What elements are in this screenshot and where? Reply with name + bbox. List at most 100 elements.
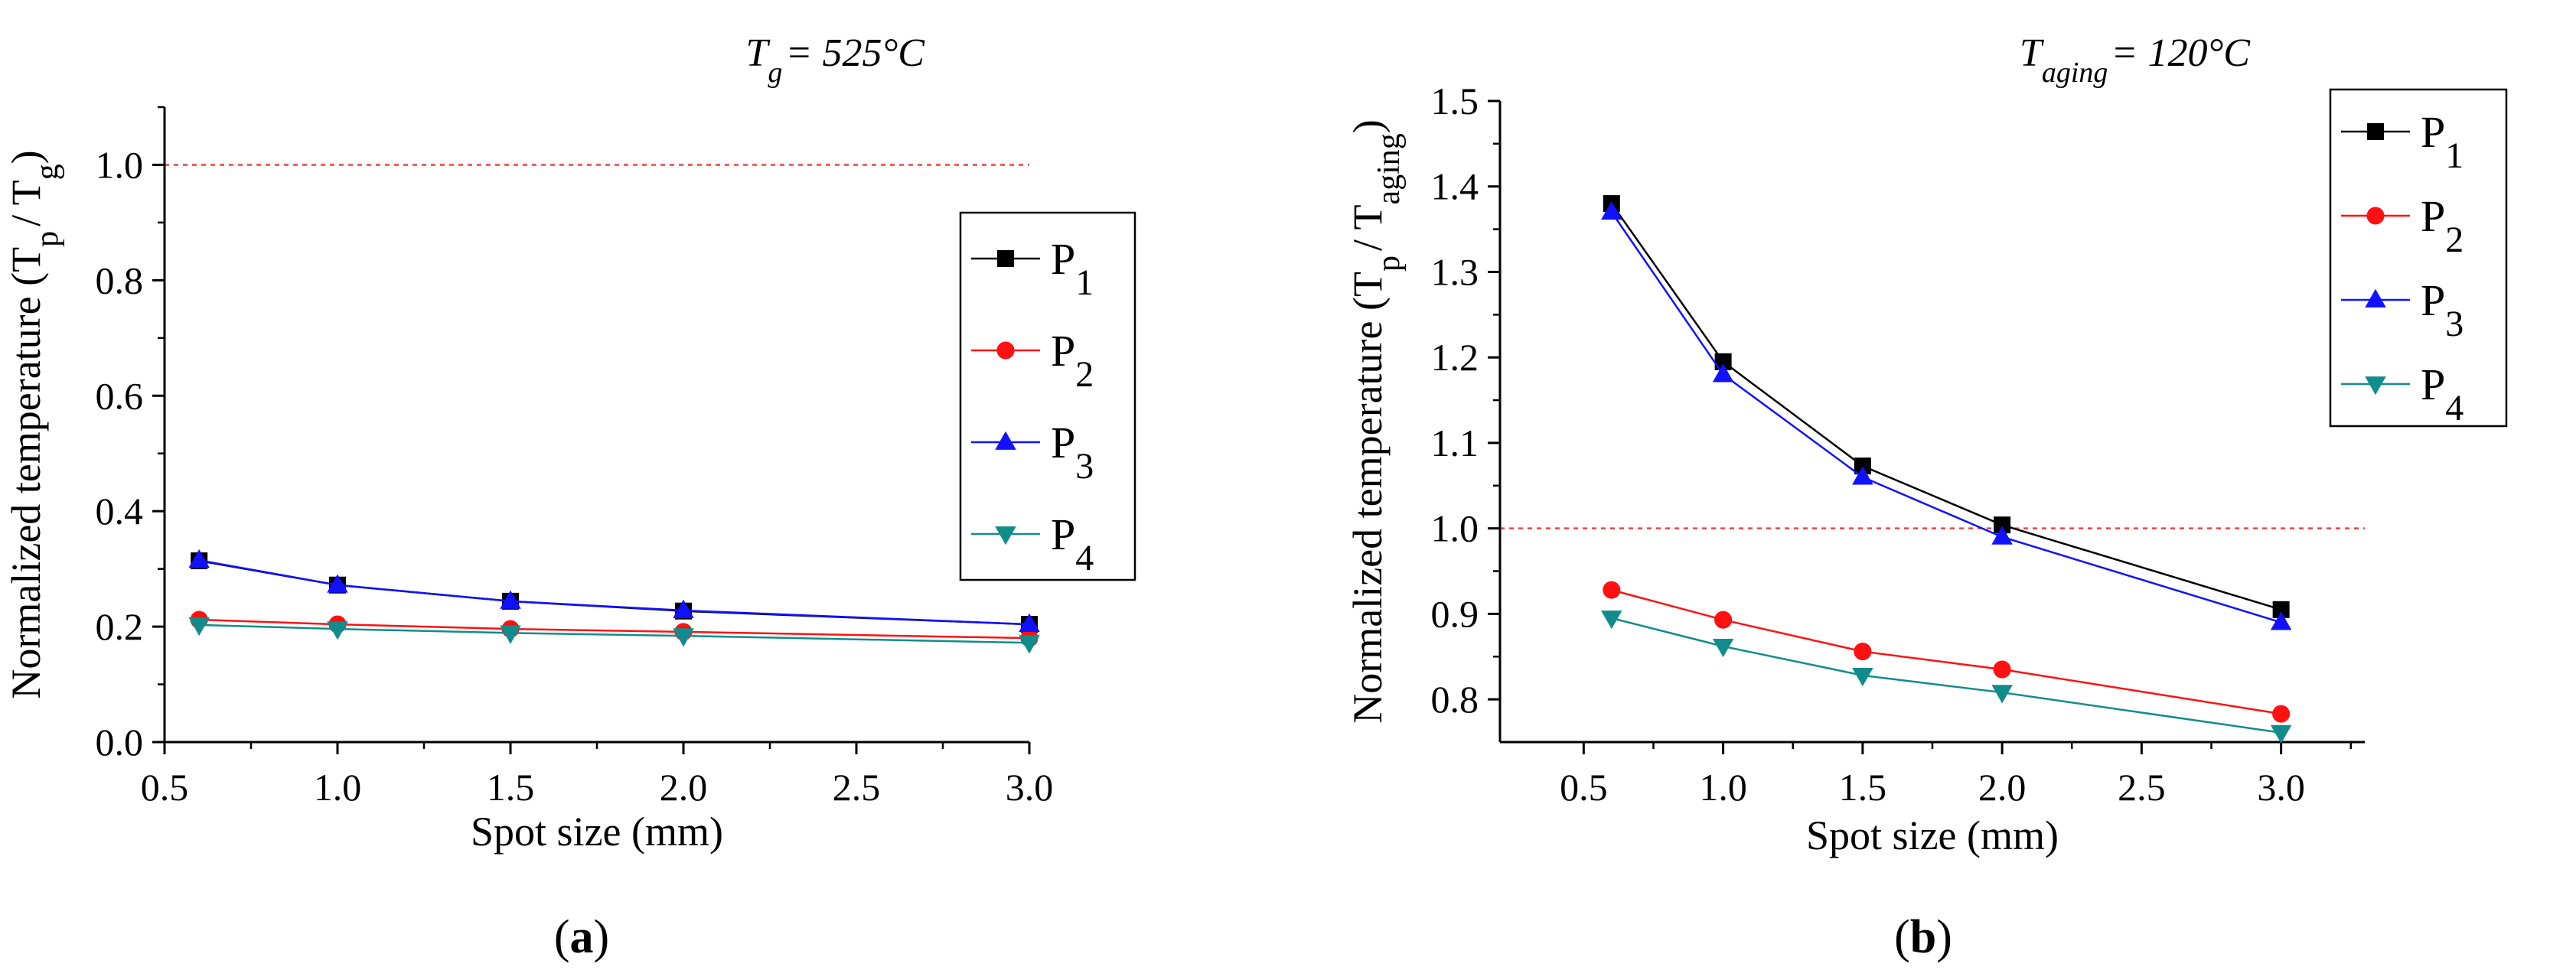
data-point (1601, 200, 1622, 220)
data-point (188, 549, 210, 568)
data-point (1712, 363, 1734, 383)
y-tick-label: 0.0 (96, 721, 144, 763)
y-tick-label: 1.5 (1431, 80, 1479, 122)
y-tick-label: 1.0 (96, 143, 144, 186)
data-point (1852, 466, 1873, 485)
legend-entry: P4 (2341, 360, 2464, 428)
series-p2 (1603, 581, 2291, 723)
legend-marker (2365, 288, 2386, 308)
data-point (1603, 581, 1621, 599)
data-point (188, 617, 210, 637)
y-tick-label: 0.6 (96, 374, 144, 417)
data-point (327, 574, 348, 593)
data-point (500, 590, 521, 609)
legend-marker (995, 431, 1016, 450)
data-point (1991, 685, 2013, 704)
y-tick-label: 0.8 (1431, 678, 1479, 721)
series-line (198, 559, 1030, 626)
legend-label: P2 (2421, 191, 2464, 260)
x-tick-label: 2.5 (2118, 766, 2166, 809)
series-p3 (188, 549, 1040, 632)
legend-marker (2365, 376, 2386, 396)
legend-marker (2367, 123, 2384, 140)
x-tick-label: 2.0 (1978, 766, 2027, 809)
series-line (1610, 211, 2282, 623)
y-tick-label: 1.3 (1431, 250, 1479, 293)
x-tick-label: 1.5 (1839, 766, 1887, 809)
x-tick-label: 0.5 (1560, 766, 1608, 809)
x-tick-label: 0.5 (141, 766, 189, 809)
legend-marker (2366, 207, 2385, 225)
series-line (199, 623, 1030, 644)
legend-box (2329, 88, 2508, 428)
legend-marker (995, 526, 1016, 545)
panel-label: (a) (554, 911, 609, 963)
legend: P1 P2 P3 P4 (2329, 88, 2508, 428)
data-point (2272, 601, 2290, 618)
x-tick-label: 2.5 (833, 766, 881, 809)
data-point (2270, 611, 2292, 630)
legend-box (959, 211, 1136, 581)
legend-entry: P4 (971, 510, 1094, 578)
x-tick-label: 1.0 (314, 766, 362, 809)
data-point (2270, 724, 2292, 744)
data-point (673, 599, 694, 618)
x-tick-label: 1.0 (1699, 766, 1747, 809)
y-axis-title: Normalized temperature (Tp/ Tg) (3, 150, 65, 698)
data-point (2272, 705, 2291, 723)
data-point (327, 621, 348, 640)
data-point (1712, 638, 1734, 658)
legend-label: P4 (1051, 510, 1094, 578)
data-point (500, 625, 521, 644)
x-tick-label: 2.0 (660, 766, 708, 809)
y-tick-label: 1.4 (1431, 165, 1479, 208)
y-tick-label: 1.1 (1431, 422, 1479, 464)
data-point (1991, 526, 2013, 545)
data-point (673, 628, 694, 647)
legend-entry: P1 (2341, 107, 2464, 176)
data-point (1854, 643, 1872, 661)
data-point (1714, 353, 1732, 370)
condition-label: Tg= 525°C (746, 31, 926, 89)
data-point (1854, 457, 1871, 475)
x-tick-label: 1.5 (487, 766, 535, 809)
x-tick-label: 3.0 (1006, 766, 1054, 809)
panel-label: (b) (1894, 911, 1952, 963)
legend-entry: P3 (971, 418, 1094, 487)
y-axis-title: Normalized temperature (Tp/ Taging) (1345, 119, 1407, 724)
legend-entry: P3 (2341, 275, 2464, 344)
y-tick-label: 0.8 (96, 259, 144, 301)
legend: P1 P2 P3 P4 (959, 211, 1136, 581)
legend-entry: P1 (971, 234, 1094, 303)
data-point (1993, 660, 2011, 679)
data-point (1019, 635, 1040, 654)
series-p1 (1603, 195, 2290, 618)
x-axis-title: Spot size (mm) (1806, 812, 2059, 858)
chart-panel-b: 0.8 0.9 1.0 1.1 1.2 1.3 1.4 1.5 0.5 1.0 1.5 2.0 2.5 3… (1345, 31, 2508, 963)
series-line (198, 559, 1030, 626)
series-p3 (1601, 200, 2292, 630)
x-tick-label: 3.0 (2257, 766, 2305, 809)
data-point (1852, 667, 1873, 687)
y-tick-label: 0.9 (1431, 592, 1479, 635)
series-line (1611, 588, 2281, 715)
y-tick-label: 1.2 (1431, 336, 1479, 379)
series-line (1610, 203, 2282, 611)
data-point (1994, 516, 2011, 534)
y-tick-label: 1.0 (1431, 507, 1479, 550)
legend-label: P1 (1051, 234, 1094, 303)
legend-label: P3 (2421, 275, 2464, 344)
chart-panel-a: 0.0 0.2 0.4 0.6 0.8 1.0 0.5 1.0 1.5 2.0 2.5 3.0 Spot… (3, 31, 1136, 963)
legend-label: P3 (1051, 418, 1094, 487)
data-point (1714, 610, 1733, 629)
legend-entry: P2 (2341, 191, 2464, 260)
legend-marker (997, 250, 1014, 267)
data-point (1019, 613, 1040, 632)
data-point (1601, 610, 1622, 630)
series-p1 (191, 552, 1038, 633)
legend-marker (996, 341, 1015, 360)
legend-label: P1 (2421, 107, 2464, 176)
series-p4 (188, 617, 1040, 654)
x-axis-title: Spot size (mm) (471, 809, 723, 855)
